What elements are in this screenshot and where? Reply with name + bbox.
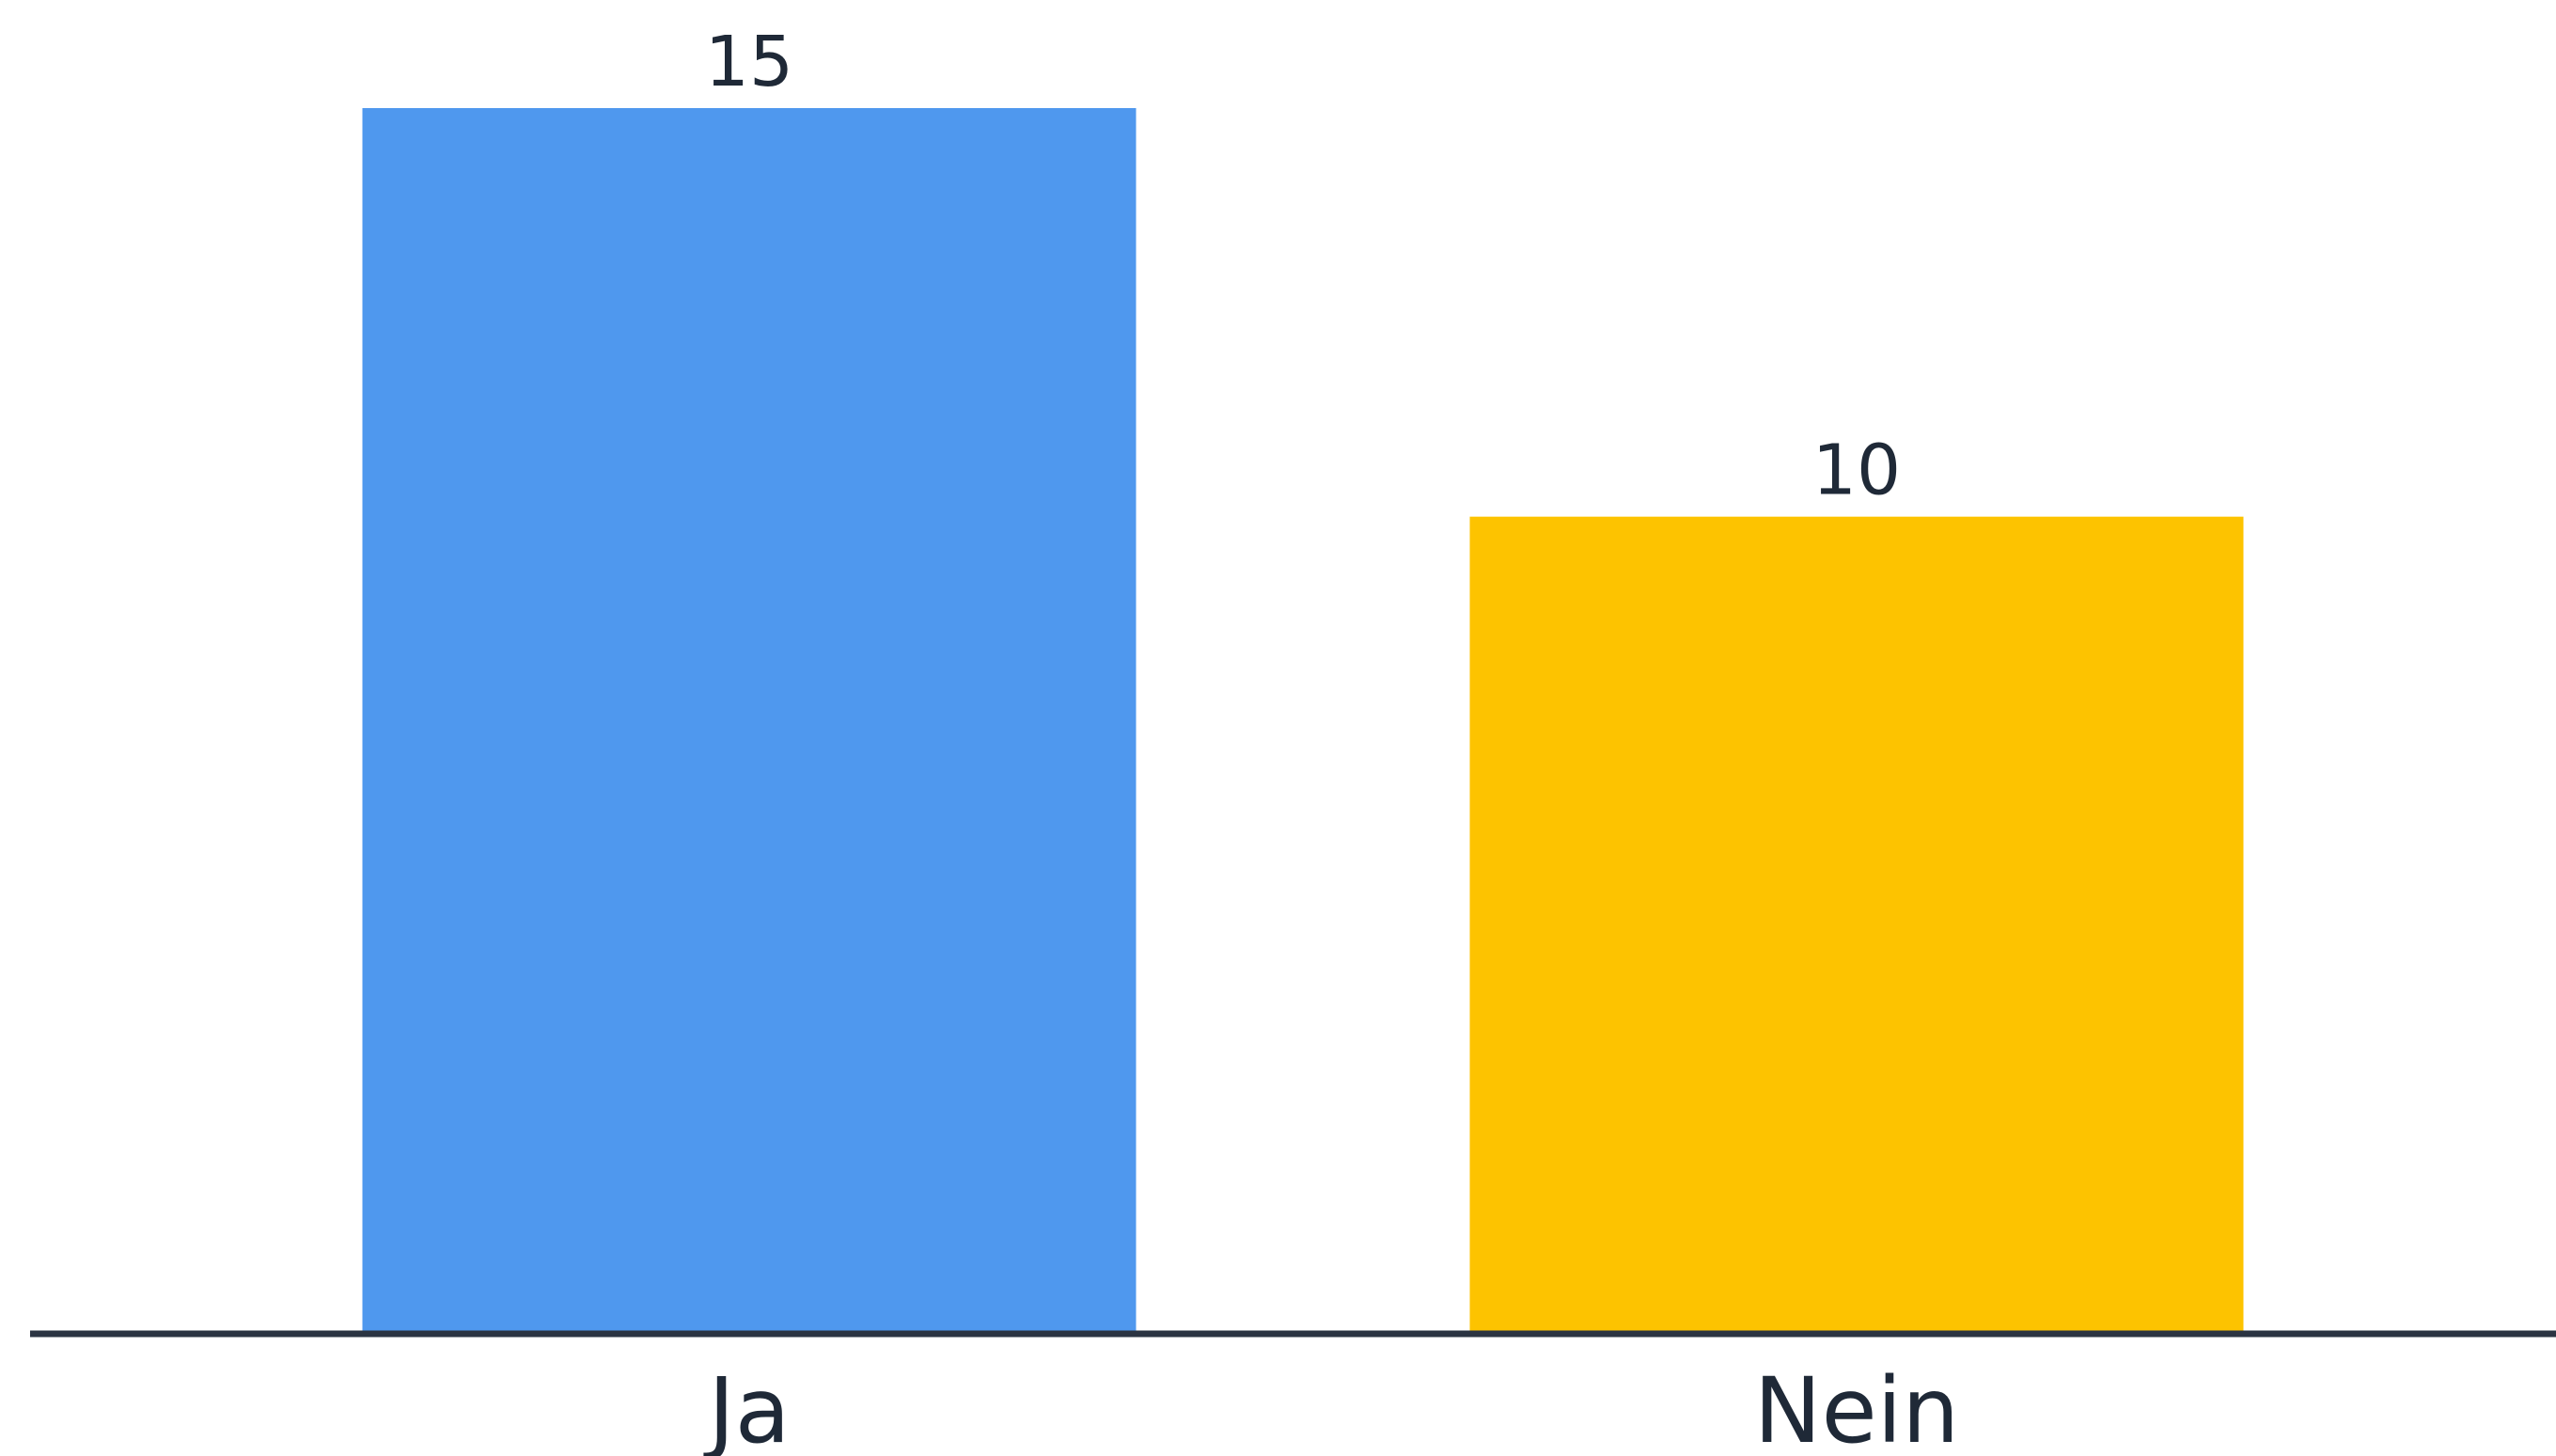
value-label-nein: 10: [1812, 431, 1901, 511]
bar-nein: [1469, 516, 2244, 1334]
bars-layer: [362, 108, 2244, 1334]
category-label-ja: Ja: [703, 1358, 790, 1456]
labels-layer: 15 Ja 10 Nein: [703, 22, 1959, 1456]
value-label-ja: 15: [705, 22, 793, 102]
category-label-nein: Nein: [1754, 1358, 1959, 1456]
bar-ja: [362, 108, 1137, 1334]
